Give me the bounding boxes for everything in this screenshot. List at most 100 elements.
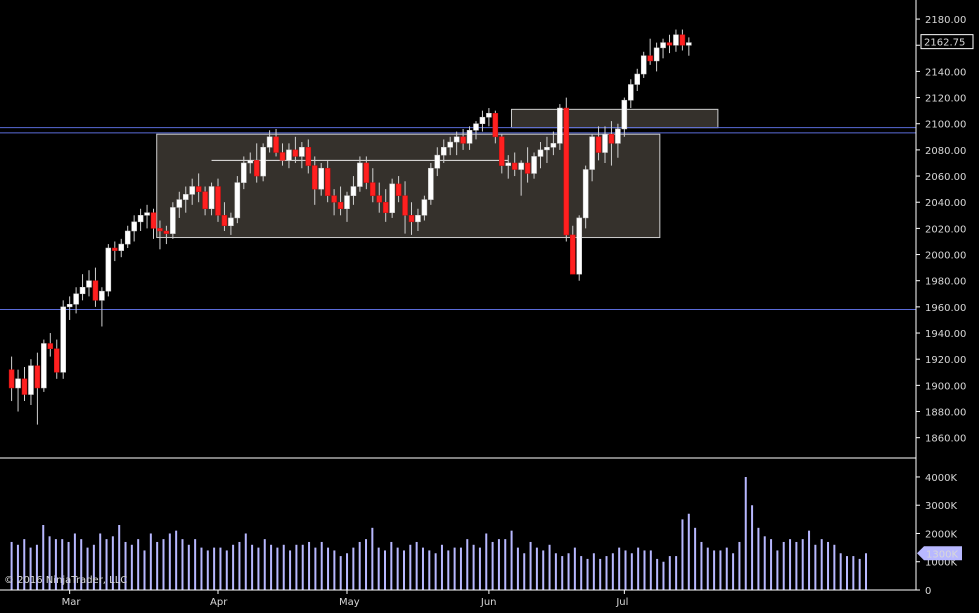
- candle-43: [286, 143, 292, 169]
- candle-80: [524, 147, 531, 183]
- candle-body-27: [183, 194, 189, 200]
- candle-body-15: [105, 247, 112, 292]
- candle-body-84: [550, 143, 557, 148]
- candle-body-64: [421, 199, 428, 216]
- candle-99: [647, 38, 653, 65]
- candle-34: [228, 212, 234, 235]
- candle-body-53: [350, 186, 357, 196]
- candle-57: [376, 182, 382, 213]
- candle-74: [486, 108, 492, 127]
- candle-body-41: [273, 136, 279, 153]
- candle-77: [505, 155, 511, 179]
- candle-48: [318, 162, 324, 196]
- candle-67: [441, 139, 447, 163]
- candle-body-79: [518, 162, 524, 170]
- candle-body-3: [28, 365, 34, 395]
- candle-body-49: [324, 167, 331, 196]
- price-tick-label: 2100.00: [925, 120, 966, 131]
- candle-46: [305, 139, 312, 174]
- candle-18: [124, 225, 131, 249]
- candle-76: [499, 134, 505, 174]
- candle-66: [434, 147, 441, 177]
- candle-body-36: [241, 162, 247, 183]
- candle-body-24: [163, 230, 170, 234]
- candle-body-100: [653, 47, 660, 62]
- candle-body-26: [176, 199, 183, 208]
- candle-body-71: [466, 130, 473, 144]
- candle-body-37: [247, 160, 253, 164]
- candle-89: [582, 165, 589, 229]
- candle-body-88: [576, 217, 582, 275]
- candle-20: [137, 208, 144, 231]
- candle-71: [466, 126, 473, 150]
- candle-14: [99, 287, 105, 327]
- volume-tick-label: 1000K: [925, 558, 957, 569]
- candle-103: [673, 29, 679, 52]
- candle-body-66: [434, 154, 441, 169]
- candle-body-38: [253, 160, 260, 177]
- candle-body-35: [234, 182, 241, 219]
- candle-17: [118, 238, 124, 258]
- candle-64: [421, 195, 428, 221]
- candle-7: [54, 339, 60, 379]
- candle-body-12: [86, 280, 92, 288]
- candle-body-46: [305, 147, 312, 166]
- candle-19: [131, 215, 137, 242]
- candle-body-52: [344, 195, 350, 210]
- candle-44: [292, 136, 299, 163]
- candle-body-25: [170, 207, 176, 234]
- candle-body-73: [479, 116, 486, 124]
- volume-panel: [10, 476, 867, 590]
- last-price-box: [920, 34, 974, 50]
- candle-body-103: [673, 34, 679, 46]
- candle-21: [144, 204, 150, 229]
- candle-body-87: [570, 234, 576, 275]
- candle-body-14: [99, 290, 105, 301]
- price-tick-label: 2140.00: [925, 67, 966, 78]
- last-price-label: 2162.75: [924, 38, 965, 49]
- candle-42: [279, 143, 286, 166]
- candle-body-6: [47, 343, 54, 349]
- candle-body-17: [118, 243, 124, 251]
- candle-body-62: [408, 215, 415, 223]
- candle-78: [511, 152, 518, 177]
- candle-body-85: [557, 107, 563, 144]
- candle-98: [640, 51, 647, 78]
- candle-body-104: [679, 34, 686, 46]
- candle-40: [266, 130, 273, 153]
- candle-body-30: [202, 191, 208, 210]
- candle-body-65: [428, 167, 434, 200]
- last-volume-tag: [917, 546, 962, 561]
- candle-body-83: [544, 147, 550, 151]
- candle-84: [550, 131, 557, 156]
- candle-body-55: [363, 162, 370, 183]
- candle-body-70: [460, 136, 466, 144]
- candle-22: [150, 208, 157, 239]
- candle-23: [157, 220, 163, 250]
- candle-68: [447, 136, 453, 156]
- candle-102: [666, 34, 673, 54]
- price-tick-label: 1940.00: [925, 329, 966, 340]
- candle-95: [621, 97, 628, 137]
- candle-body-13: [92, 280, 99, 301]
- candle-37: [247, 152, 253, 174]
- candle-9: [66, 296, 73, 320]
- candle-body-67: [441, 147, 447, 156]
- candle-body-86: [563, 107, 570, 236]
- candle-94: [615, 123, 621, 158]
- candle-body-11: [79, 287, 86, 295]
- candle-body-72: [473, 123, 479, 131]
- candle-8: [60, 300, 66, 379]
- candle-92: [602, 126, 608, 163]
- candle-body-78: [511, 162, 518, 170]
- candle-55: [363, 156, 370, 190]
- candle-body-2: [21, 378, 28, 395]
- candle-body-1: [15, 378, 21, 389]
- candle-body-45: [299, 147, 305, 157]
- candle-86: [563, 97, 570, 242]
- candle-38: [253, 143, 260, 183]
- candle-24: [163, 225, 170, 245]
- candle-25: [170, 202, 176, 239]
- candle-45: [299, 142, 305, 169]
